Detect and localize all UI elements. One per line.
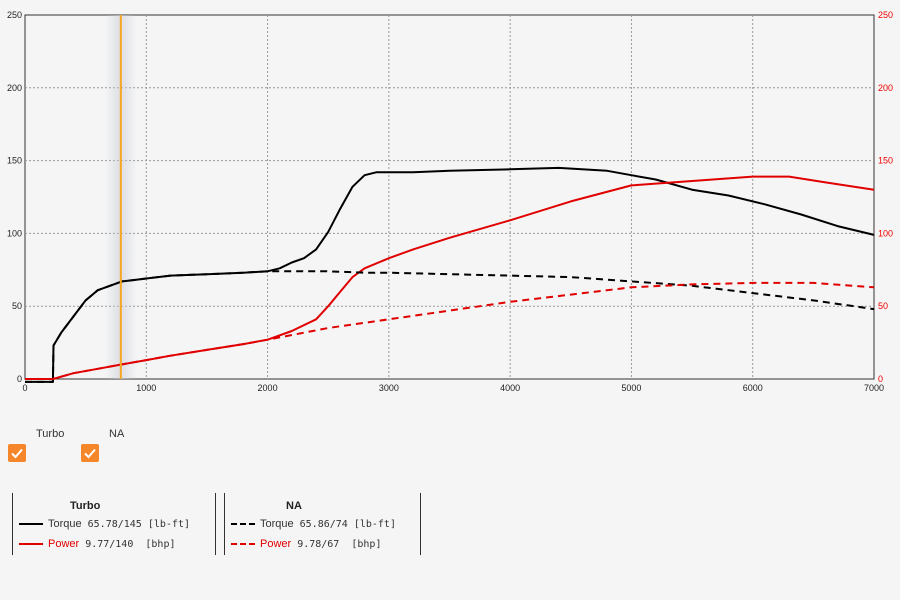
x-tick-label: 2000 <box>258 383 278 393</box>
series-na-power <box>25 281 875 380</box>
x-tick-label: 0 <box>22 383 27 393</box>
toggle-label-na: NA <box>109 428 125 440</box>
y-tick-label: 0 <box>17 374 22 384</box>
legend-swatch-na-power <box>231 543 255 545</box>
x-axis-ticks: 0 1000 2000 3000 4000 5000 6000 7000 <box>22 383 884 393</box>
legend-na: NA Torque 65.86/74 [lb-ft] Power 9.78/67… <box>224 493 421 555</box>
y2-tick-label: 250 <box>878 10 893 20</box>
series-turbo-power <box>25 175 875 380</box>
legend-value: 65.86/74 [lb-ft] <box>299 518 396 530</box>
x-tick-label: 6000 <box>743 383 763 393</box>
legend-label: Power <box>48 538 80 550</box>
dyno-chart[interactable]: 0 50 100 150 200 250 0 50 100 150 200 250 0 1000 200… <box>0 0 900 400</box>
legend-value: 9.77/140 [bhp] <box>85 538 176 550</box>
y2-tick-label: 0 <box>878 374 883 384</box>
checkbox-na[interactable] <box>81 444 99 462</box>
legend-swatch-turbo-torque <box>19 523 43 525</box>
legend-title-turbo: Turbo <box>70 500 101 512</box>
y-tick-label: 100 <box>7 228 22 238</box>
y2-tick-label: 150 <box>878 156 893 166</box>
grid-lines <box>25 15 874 379</box>
checkbox-turbo[interactable] <box>8 444 26 462</box>
y-tick-label: 50 <box>12 301 22 311</box>
legend-swatch-na-torque <box>231 523 255 525</box>
legend-row-na-power: Power 9.78/67 [bhp] <box>231 538 381 550</box>
y2-tick-label: 100 <box>878 228 893 238</box>
legend-row-turbo-torque: Torque 65.78/145 [lb-ft] <box>19 518 190 530</box>
x-tick-label: 3000 <box>379 383 399 393</box>
y-tick-label: 250 <box>7 10 22 20</box>
y-tick-label: 200 <box>7 83 22 93</box>
y-axis-left-ticks: 0 50 100 150 200 250 <box>7 10 22 384</box>
legend-value: 65.78/145 [lb-ft] <box>87 518 190 530</box>
x-tick-label: 1000 <box>136 383 156 393</box>
x-tick-label: 7000 <box>864 383 884 393</box>
legend-title-na: NA <box>286 500 302 512</box>
check-icon <box>84 448 96 459</box>
legend-label: Torque <box>48 518 82 530</box>
series-layer <box>25 166 875 383</box>
x-tick-label: 4000 <box>500 383 520 393</box>
toggle-label-turbo: Turbo <box>36 428 65 440</box>
legend-row-turbo-power: Power 9.77/140 [bhp] <box>19 538 176 550</box>
check-icon <box>11 448 23 459</box>
series-na-torque <box>25 270 875 383</box>
y2-tick-label: 200 <box>878 83 893 93</box>
legend-swatch-turbo-power <box>19 543 43 545</box>
legend-value: 9.78/67 [bhp] <box>297 538 382 550</box>
y2-tick-label: 50 <box>878 301 888 311</box>
legend-row-na-torque: Torque 65.86/74 [lb-ft] <box>231 518 396 530</box>
legend-label: Torque <box>260 518 294 530</box>
y-axis-right-ticks: 0 50 100 150 200 250 <box>878 10 893 384</box>
x-tick-label: 5000 <box>621 383 641 393</box>
legend-label: Power <box>260 538 292 550</box>
y-tick-label: 150 <box>7 156 22 166</box>
legend-turbo: Turbo Torque 65.78/145 [lb-ft] Power 9.7… <box>12 493 216 555</box>
plot-area[interactable] <box>24 14 875 380</box>
